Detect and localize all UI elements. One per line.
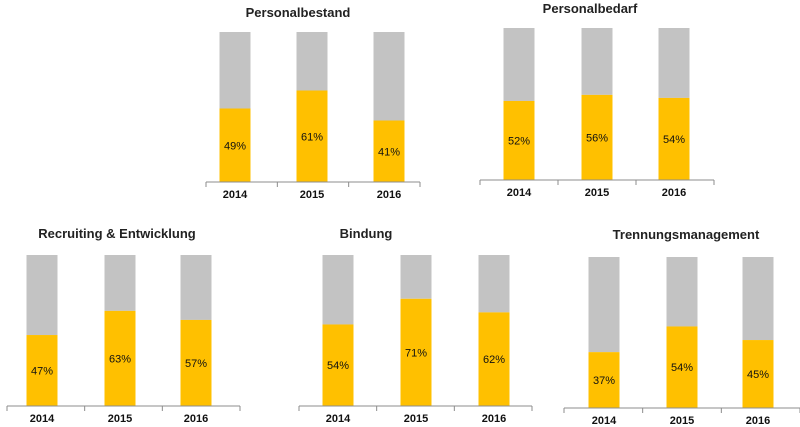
bar-remainder-2015 [296, 32, 328, 91]
x-tick-label-2015: 2015 [670, 415, 694, 427]
bar-remainder-2015 [104, 255, 136, 311]
bar-value-2014 [588, 352, 620, 408]
x-tick-label-2015: 2015 [300, 189, 324, 201]
bar-remainder-2015 [581, 28, 613, 95]
x-tick-label-2015: 2015 [585, 187, 609, 199]
chart-panel-2: Personalbedarf 52% 2014 56% 2015 54% 2016 [479, 1, 715, 199]
chart-panel-5: Trennungsmanagement 37% 2014 54% 2015 45% 2016 [563, 227, 800, 427]
bar-remainder-2014 [219, 32, 251, 109]
x-tick-label-2014: 2014 [223, 189, 248, 201]
data-label-2015: 63% [109, 353, 131, 365]
data-label-2014: 37% [593, 375, 615, 387]
chart-panel-3: Recruiting & Entwicklung 47% 2014 63% 2015 57… [6, 226, 241, 425]
chart-title: Bindung [340, 226, 393, 241]
data-label-2015: 54% [671, 362, 693, 374]
x-tick-label-2016: 2016 [482, 413, 506, 425]
bar-remainder-2015 [666, 257, 698, 327]
bar-remainder-2014 [588, 257, 620, 353]
chart-title: Trennungsmanagement [613, 227, 760, 242]
x-tick-label-2016: 2016 [184, 413, 208, 425]
x-tick-label-2015: 2015 [404, 413, 428, 425]
bar-value-2016 [478, 312, 510, 406]
bar-value-2015 [581, 94, 613, 180]
bar-remainder-2014 [503, 28, 535, 101]
x-tick-label-2014: 2014 [326, 413, 351, 425]
data-label-2015: 56% [586, 132, 608, 144]
bar-remainder-2015 [400, 255, 432, 299]
chart-title: Personalbestand [246, 5, 351, 20]
data-label-2016: 54% [663, 134, 685, 146]
bar-value-2014 [503, 100, 535, 180]
x-tick-label-2014: 2014 [592, 415, 617, 427]
data-label-2016: 62% [483, 354, 505, 366]
chart-title: Recruiting & Entwicklung [38, 226, 196, 241]
bar-remainder-2014 [322, 255, 354, 325]
bar-value-2015 [104, 310, 136, 406]
bar-value-2014 [26, 335, 58, 406]
data-label-2015: 61% [301, 131, 323, 143]
data-label-2016: 57% [185, 358, 207, 370]
x-tick-label-2016: 2016 [662, 187, 686, 199]
bar-remainder-2016 [373, 32, 405, 121]
bar-value-2014 [322, 324, 354, 406]
data-label-2014: 47% [31, 366, 53, 378]
bar-remainder-2016 [180, 255, 212, 320]
data-label-2014: 54% [327, 360, 349, 372]
chart-title: Personalbedarf [543, 1, 638, 16]
data-label-2015: 71% [405, 347, 427, 359]
bar-remainder-2016 [478, 255, 510, 313]
x-tick-label-2016: 2016 [746, 415, 770, 427]
x-tick-label-2014: 2014 [30, 413, 55, 425]
bar-value-2015 [400, 298, 432, 406]
chart-panel-1: Personalbestand 49% 2014 61% 2015 41% 2016 [205, 5, 421, 201]
bar-value-2016 [373, 120, 405, 182]
data-label-2016: 41% [378, 146, 400, 158]
data-label-2014: 52% [508, 135, 530, 147]
bar-value-2016 [180, 319, 212, 406]
bar-value-2016 [658, 97, 690, 180]
bar-remainder-2014 [26, 255, 58, 336]
bar-value-2016 [742, 340, 774, 408]
bar-value-2015 [666, 326, 698, 408]
x-tick-label-2014: 2014 [507, 187, 532, 199]
bar-remainder-2016 [658, 28, 690, 98]
data-label-2014: 49% [224, 140, 246, 152]
chart-panel-4: Bindung 54% 2014 71% 2015 62% 2016 [298, 226, 533, 425]
bar-remainder-2016 [742, 257, 774, 341]
x-tick-label-2016: 2016 [377, 189, 401, 201]
x-tick-label-2015: 2015 [108, 413, 132, 425]
bar-value-2014 [219, 108, 251, 182]
bar-value-2015 [296, 90, 328, 182]
data-label-2016: 45% [747, 369, 769, 381]
